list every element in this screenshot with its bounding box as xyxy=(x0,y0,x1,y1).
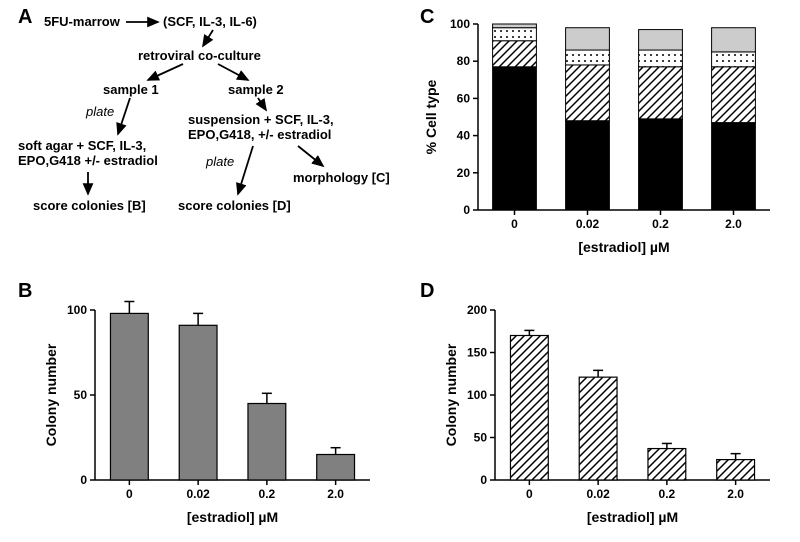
node-morphology: morphology [C] xyxy=(293,170,390,185)
svg-text:50: 50 xyxy=(74,388,88,402)
node-plate1: plate xyxy=(86,104,114,119)
svg-text:0.2: 0.2 xyxy=(659,487,676,501)
svg-text:150: 150 xyxy=(467,346,487,360)
panel-b-label: B xyxy=(18,280,32,303)
svg-text:0.2: 0.2 xyxy=(259,487,276,501)
svg-text:20: 20 xyxy=(457,166,471,180)
svg-text:200: 200 xyxy=(467,303,487,317)
svg-text:0.02: 0.02 xyxy=(576,217,600,231)
panel-d-label: D xyxy=(420,280,434,303)
svg-text:0.02: 0.02 xyxy=(186,487,210,501)
svg-text:% Cell type: % Cell type xyxy=(423,79,439,154)
panel-a-flowchart: 5FU-marrow (SCF, IL-3, IL-6) retroviral … xyxy=(18,10,388,260)
svg-text:2.0: 2.0 xyxy=(727,487,744,501)
svg-text:0.02: 0.02 xyxy=(586,487,610,501)
svg-text:Colony number: Colony number xyxy=(43,343,59,446)
node-sample2: sample 2 xyxy=(228,82,284,97)
svg-text:60: 60 xyxy=(457,91,471,105)
svg-text:80: 80 xyxy=(457,54,471,68)
svg-text:[estradiol] µM: [estradiol] µM xyxy=(578,239,669,255)
node-sample1: sample 1 xyxy=(103,82,159,97)
node-retroviral: retroviral co-culture xyxy=(138,48,261,63)
svg-text:50: 50 xyxy=(474,431,488,445)
svg-text:0: 0 xyxy=(526,487,533,501)
svg-text:100: 100 xyxy=(67,303,87,317)
svg-text:100: 100 xyxy=(467,388,487,402)
node-5fu-marrow: 5FU-marrow xyxy=(44,14,120,29)
svg-text:2.0: 2.0 xyxy=(725,217,742,231)
node-plate2: plate xyxy=(206,154,234,169)
panel-c-chart: 0 20 40 60 80 100 % Cell type 0 0.02 0.2 2.0 [estra… xyxy=(420,10,780,260)
node-scf: (SCF, IL-3, IL-6) xyxy=(163,14,257,29)
svg-text:0: 0 xyxy=(126,487,133,501)
node-suspension: suspension + SCF, IL-3, EPO,G418, +/- es… xyxy=(188,112,388,142)
node-softagar: soft agar + SCF, IL-3, EPO,G418 +/- estr… xyxy=(18,138,198,168)
svg-text:0: 0 xyxy=(463,203,470,217)
node-score-b: score colonies [B] xyxy=(33,198,146,213)
svg-text:0.2: 0.2 xyxy=(652,217,669,231)
node-score-d: score colonies [D] xyxy=(178,198,291,213)
svg-text:0: 0 xyxy=(480,473,487,487)
svg-text:2.0: 2.0 xyxy=(327,487,344,501)
svg-text:0: 0 xyxy=(511,217,518,231)
svg-text:0: 0 xyxy=(80,473,87,487)
svg-text:[estradiol] µM: [estradiol] µM xyxy=(587,509,678,525)
svg-text:40: 40 xyxy=(457,129,471,143)
svg-text:100: 100 xyxy=(450,17,470,31)
svg-text:Colony number: Colony number xyxy=(443,343,459,446)
svg-text:[estradiol] µM: [estradiol] µM xyxy=(187,509,278,525)
panel-d-chart: 0 50 100 150 200 Colony number 0 0.02 0.2 2.0 [est… xyxy=(440,300,780,530)
panel-b-chart: 0 50 100 Colony number 0 0.02 0.2 2.0 [estradiol… xyxy=(40,300,380,530)
